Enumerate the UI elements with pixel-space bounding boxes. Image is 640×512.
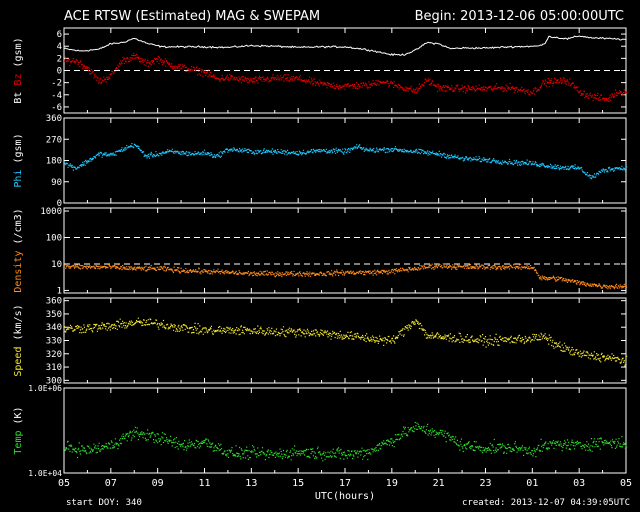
y-tick-label-mag: 4	[57, 42, 62, 52]
x-tick-label: 09	[152, 478, 164, 489]
y-tick-label-phi: 360	[46, 114, 62, 124]
y-tick-label-temp: 1.0E+06	[28, 384, 62, 393]
series-dots-phi	[63, 143, 628, 180]
y-tick-label-speed: 350	[46, 310, 62, 320]
y-axis-label-part: (K)	[13, 406, 24, 430]
y-axis-label-part: Speed	[13, 347, 24, 377]
y-tick-label-mag: 6	[57, 30, 62, 40]
series-dots-speed	[63, 317, 628, 367]
series-dots-bz	[63, 52, 628, 102]
chart-title: ACE RTSW (Estimated) MAG & SWEPAM	[64, 9, 321, 24]
y-tick-label-phi: 180	[46, 157, 62, 167]
x-tick-label: 07	[105, 478, 117, 489]
x-tick-label: 05	[620, 478, 632, 489]
y-axis-label-part: (km/s)	[13, 304, 24, 346]
y-axis-label-density: Density (/cm3)	[13, 208, 24, 292]
x-axis-label: UTC(hours)	[315, 491, 375, 502]
series-dots-temp	[63, 421, 628, 462]
x-tick-label: 11	[198, 478, 210, 489]
y-tick-label-density: 100	[46, 233, 62, 243]
x-tick-label: 05	[58, 478, 70, 489]
y-axis-label-part: (/cm3)	[13, 208, 24, 250]
y-tick-label-speed: 360	[46, 297, 62, 307]
y-axis-label-part: (gsm)	[13, 37, 24, 73]
y-axis-label-temp: Temp (K)	[13, 406, 24, 454]
y-tick-label-speed: 300	[46, 376, 62, 386]
x-tick-label: 19	[386, 478, 398, 489]
panel-frame-phi	[63, 117, 627, 204]
y-tick-label-mag: -6	[51, 103, 62, 113]
y-axis-label-part: Bz	[13, 74, 24, 92]
panel-frame-speed	[63, 297, 627, 384]
y-tick-label-phi: 90	[51, 178, 62, 188]
y-axis-label-part: Phi	[13, 170, 24, 188]
y-axis-label-part: (gsm)	[13, 133, 24, 169]
x-tick-label: 13	[245, 478, 257, 489]
y-tick-label-density: 1000	[40, 207, 62, 217]
x-tick-label: 03	[573, 478, 585, 489]
y-tick-label-density: 1	[57, 286, 62, 296]
x-tick-label: 01	[526, 478, 538, 489]
x-tick-label: 15	[292, 478, 304, 489]
y-axis-label-part: Temp	[13, 431, 24, 455]
created-time: created: 2013-12-07 04:39:05UTC	[462, 498, 630, 508]
x-tick-label: 17	[339, 478, 351, 489]
y-tick-label-mag: 2	[57, 54, 62, 64]
y-tick-label-speed: 340	[46, 323, 62, 333]
y-tick-label-temp: 1.0E+04	[28, 469, 62, 478]
begin-time: Begin: 2013-12-06 05:00:00UTC	[414, 9, 624, 24]
y-axis-label-speed: Speed (km/s)	[13, 304, 24, 376]
series-dots-density	[63, 263, 628, 290]
y-axis-label-part: Density	[13, 251, 24, 293]
y-tick-label-speed: 330	[46, 337, 62, 347]
y-axis-label-phi: Phi (gsm)	[13, 133, 24, 187]
y-tick-label-phi: 0	[57, 199, 62, 209]
y-tick-label-mag: 0	[57, 67, 62, 77]
y-tick-label-speed: 320	[46, 350, 62, 360]
y-axis-label-mag: Bt Bz (gsm)	[13, 37, 24, 103]
y-tick-label-mag: -2	[51, 79, 62, 89]
y-tick-label-mag: -4	[51, 91, 62, 101]
x-tick-label: 23	[479, 478, 491, 489]
y-axis-label-part: Bt	[13, 92, 24, 104]
x-tick-label: 21	[433, 478, 445, 489]
start-doy: start DOY: 340	[66, 498, 142, 508]
y-tick-label-phi: 270	[46, 135, 62, 145]
y-tick-label-density: 10	[51, 260, 62, 270]
y-tick-label-speed: 310	[46, 363, 62, 373]
series-line-bt	[63, 35, 627, 57]
